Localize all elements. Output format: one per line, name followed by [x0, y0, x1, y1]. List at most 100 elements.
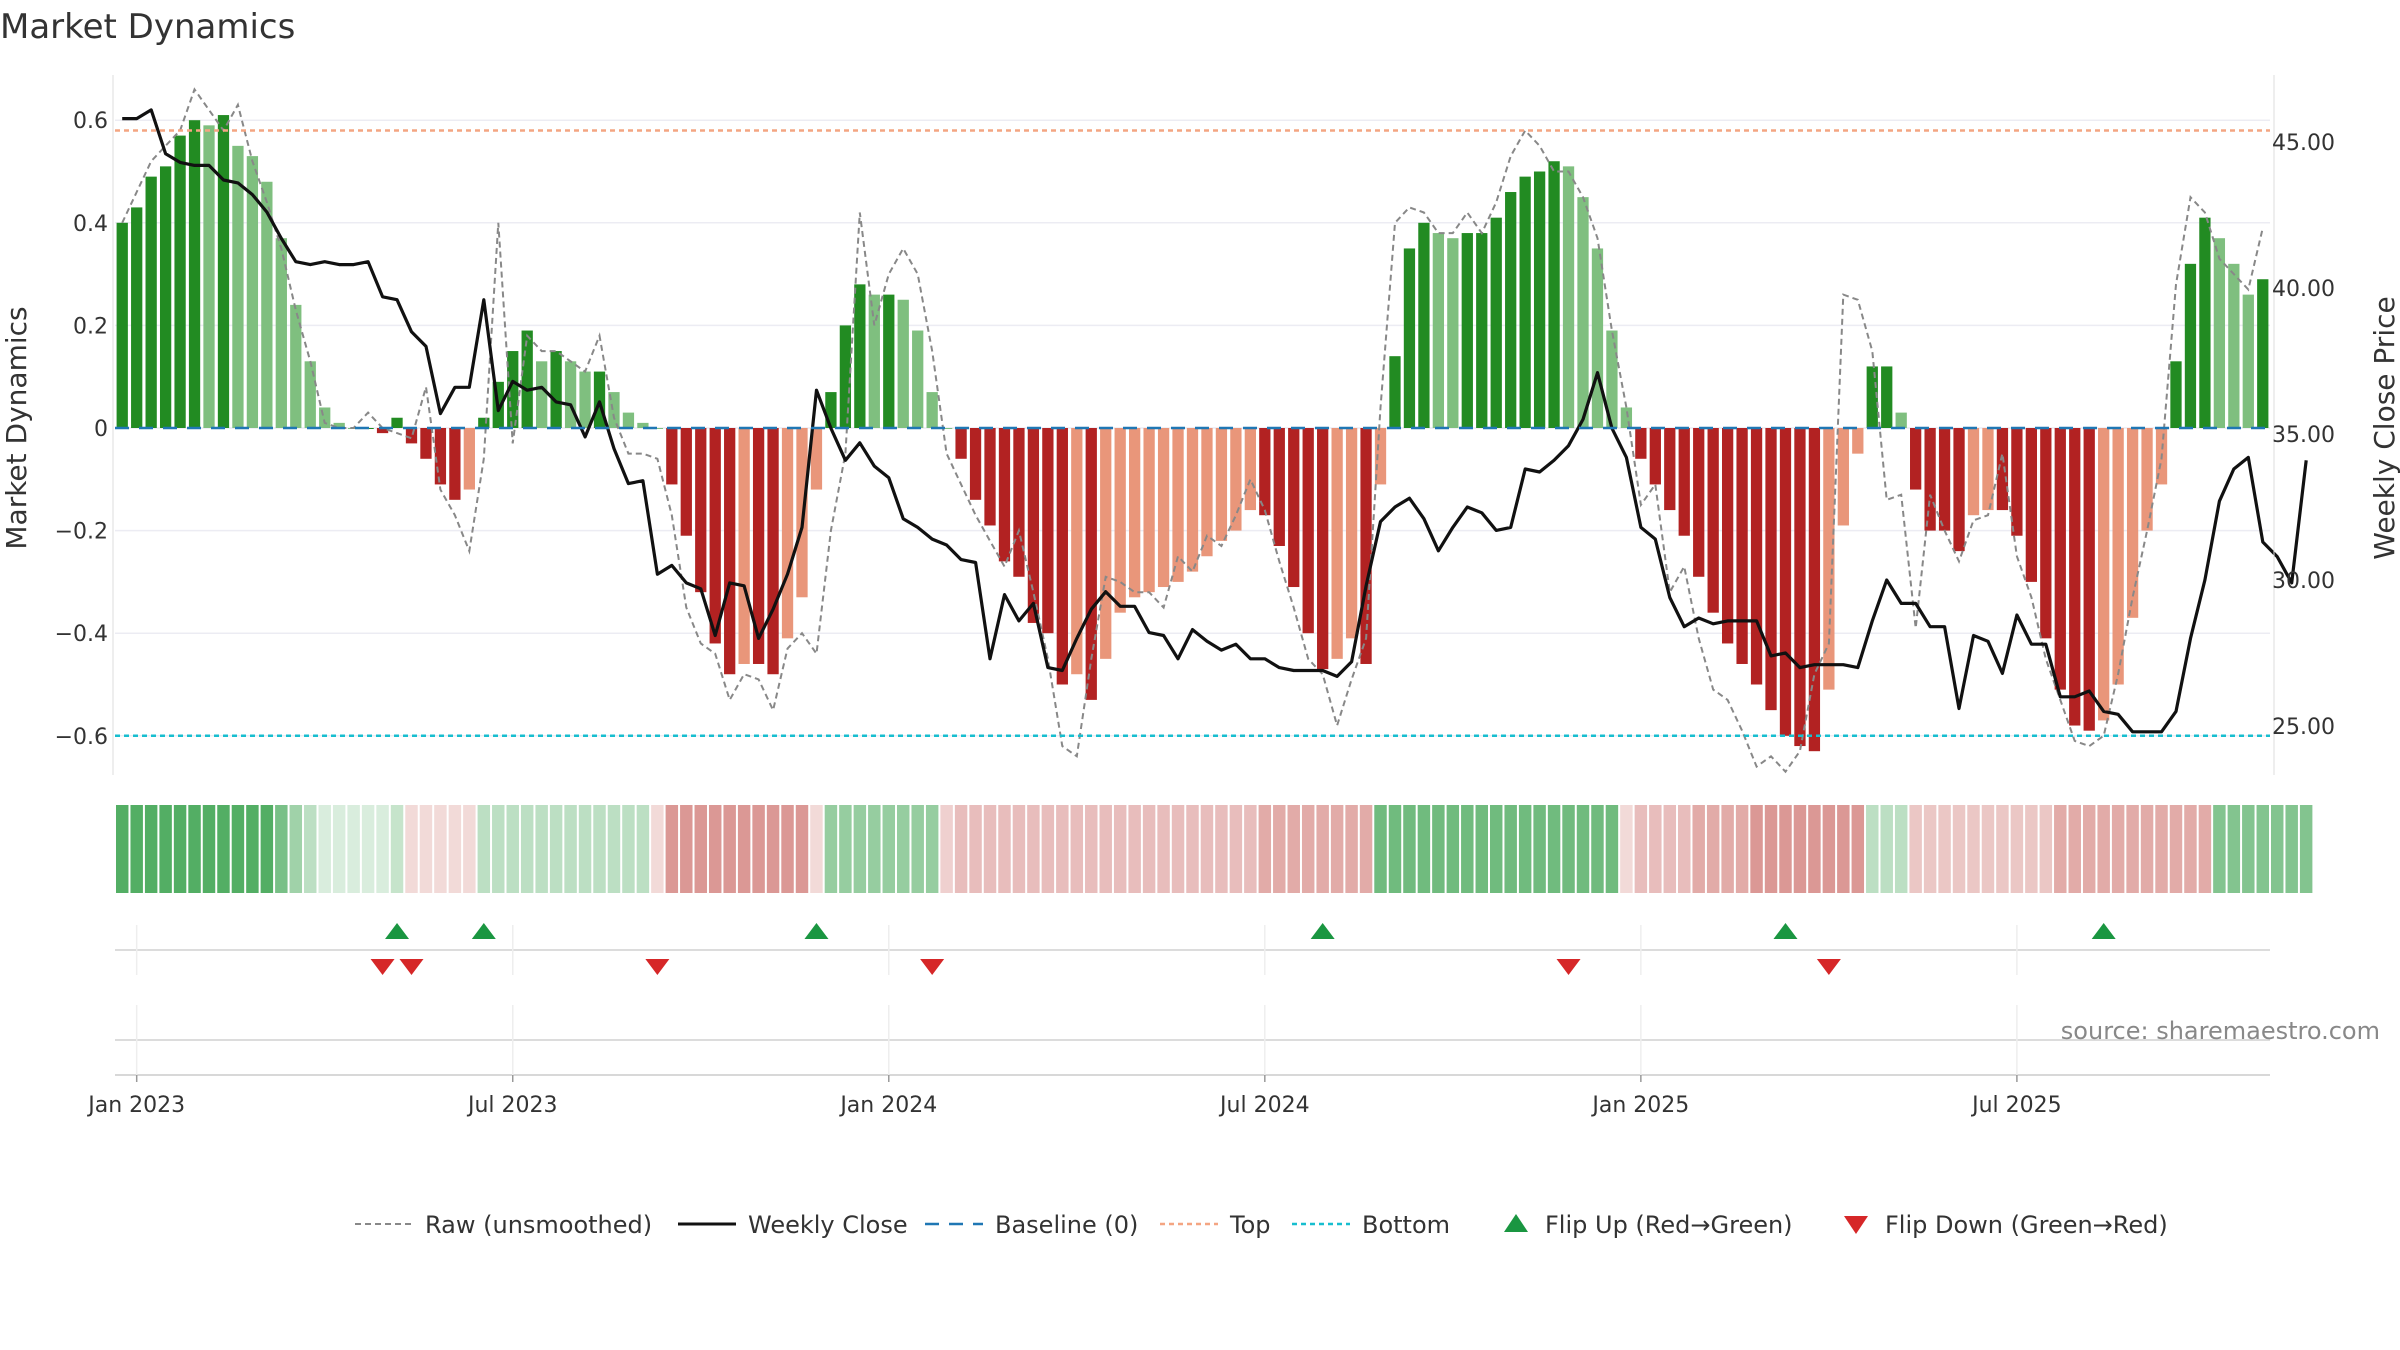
regime-tile	[1330, 805, 1344, 893]
md-bar	[1678, 428, 1690, 536]
legend-label: Weekly Close	[748, 1211, 908, 1239]
left-tick-label: 0.2	[73, 314, 108, 339]
regime-tile	[2299, 805, 2313, 893]
regime-tile	[2082, 805, 2096, 893]
regime-tile	[636, 805, 650, 893]
md-bar	[2228, 263, 2240, 428]
regime-tile	[1128, 805, 1141, 893]
md-bar	[507, 351, 519, 428]
md-bar	[1418, 222, 1430, 428]
regime-tile	[839, 805, 852, 893]
regime-tile	[1547, 805, 1561, 893]
md-bar	[1736, 428, 1748, 664]
regime-tile	[1287, 805, 1300, 893]
md-bar	[1664, 428, 1676, 511]
md-bar	[217, 115, 230, 428]
regime-tile	[1056, 805, 1069, 893]
md-bar	[1331, 428, 1343, 659]
md-bar	[1201, 428, 1213, 557]
regime-tile	[1692, 805, 1705, 893]
right-tick-label: 30.00	[2272, 569, 2335, 594]
regime-tile	[897, 805, 910, 893]
regime-tile	[130, 805, 143, 893]
md-bar	[1953, 428, 1965, 552]
regime-tile	[1837, 805, 1850, 893]
regime-tile	[1533, 805, 1546, 893]
md-bar	[680, 428, 692, 536]
regime-tile	[1200, 805, 1214, 893]
md-bar	[854, 284, 866, 428]
flip-down-marker	[1556, 959, 1581, 975]
md-bar	[955, 428, 967, 459]
regime-tile	[2242, 805, 2255, 893]
md-bar	[724, 428, 736, 675]
md-bar	[1432, 233, 1445, 428]
md-bar	[825, 392, 837, 428]
regime-tile	[1475, 805, 1488, 893]
md-bar	[2054, 428, 2066, 690]
regime-tile	[1085, 805, 1098, 893]
regime-tile	[405, 805, 418, 893]
regime-tile	[578, 805, 592, 893]
md-bar	[1056, 428, 1068, 685]
regime-tile	[275, 805, 288, 893]
regime-tile	[1113, 805, 1127, 893]
legend-label: Flip Down (Green→Red)	[1885, 1211, 2168, 1239]
md-bar	[1259, 428, 1271, 516]
regime-tile	[1663, 805, 1677, 893]
line-series	[121, 87, 2308, 774]
md-bar	[159, 166, 172, 428]
legend-label: Baseline (0)	[995, 1211, 1138, 1239]
regime-tile	[1909, 805, 1922, 893]
md-bar	[1794, 428, 1806, 747]
regime-tile	[2184, 805, 2197, 893]
legend-label: Flip Up (Red→Green)	[1545, 1211, 1793, 1239]
flip-up-marker	[1310, 923, 1335, 939]
md-bar	[1852, 428, 1864, 454]
md-bar	[1027, 428, 1040, 623]
regime-tile	[1649, 805, 1662, 893]
md-bar	[1230, 428, 1242, 531]
regime-tile	[940, 805, 953, 893]
md-bar	[984, 428, 996, 526]
legend-label: Top	[1229, 1211, 1271, 1239]
md-bar	[2242, 294, 2254, 428]
md-bar	[449, 428, 461, 500]
flip-up-marker	[1773, 923, 1798, 939]
md-bar	[1982, 428, 1994, 511]
regime-tile	[651, 805, 664, 893]
regime-tile	[868, 805, 881, 893]
md-bar	[333, 422, 345, 428]
regime-tile	[810, 805, 823, 893]
regime-tile	[2271, 805, 2284, 893]
regime-tile	[2169, 805, 2183, 893]
regime-tile	[694, 805, 707, 893]
md-bar	[839, 325, 852, 428]
md-bar	[1837, 428, 1849, 526]
regime-tile	[347, 805, 360, 893]
md-bar	[174, 135, 186, 428]
regime-tile	[477, 805, 491, 893]
md-bar	[579, 371, 591, 428]
regime-tile	[1171, 805, 1185, 893]
axes: 0.6 0.4 0.2 0 −0.2 −0.4 −0.6 45.00 40.00 35.00 30.…	[55, 75, 2335, 775]
regime-tile	[1518, 805, 1532, 893]
regime-tile	[737, 805, 751, 893]
regime-tile	[1229, 805, 1243, 893]
left-tick-label: 0.4	[73, 212, 108, 237]
regime-tile	[593, 805, 606, 893]
source-credit: source: sharemaestro.com	[2061, 1017, 2380, 1045]
md-bar	[1693, 428, 1705, 577]
regime-tile	[911, 805, 924, 893]
md-bar	[1273, 428, 1285, 546]
md-bar	[420, 428, 432, 459]
bar-series	[116, 115, 2269, 752]
md-bar	[2069, 428, 2081, 726]
md-bar	[1186, 428, 1199, 572]
regime-tile	[2010, 805, 2024, 893]
regime-tile	[1359, 805, 1373, 893]
md-bar	[2170, 361, 2182, 428]
md-bar	[1765, 428, 1777, 711]
md-bar	[1881, 366, 1893, 428]
regime-tile	[231, 805, 245, 893]
